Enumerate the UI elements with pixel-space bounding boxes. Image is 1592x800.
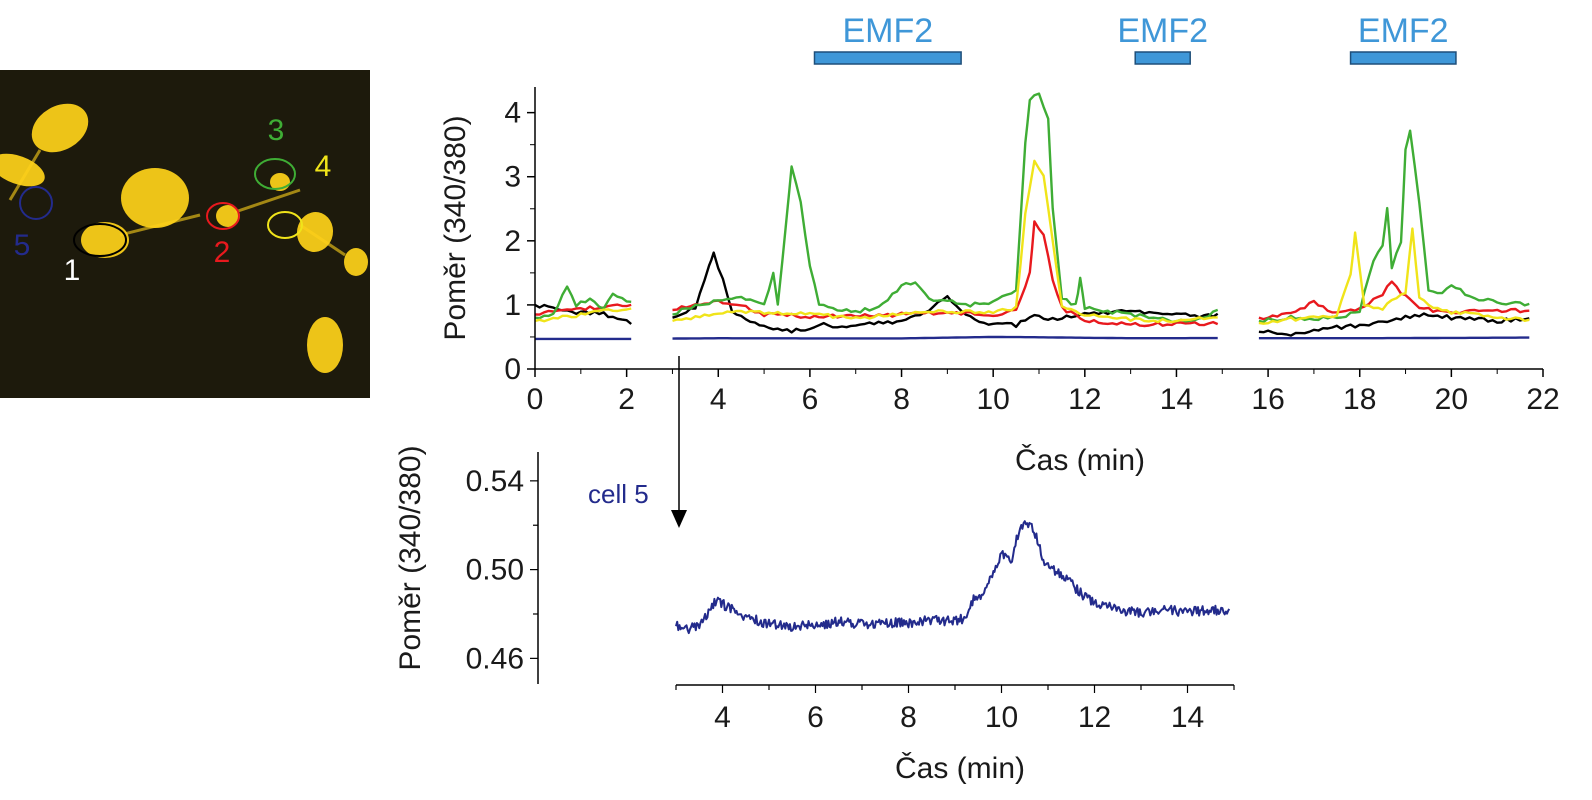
series-line-cell1 <box>672 251 1219 334</box>
inset-x-tick-label: 14 <box>1171 701 1204 734</box>
emf-bar <box>1349 51 1457 65</box>
x-tick-label: 12 <box>1068 383 1101 416</box>
roi-circle <box>267 211 303 239</box>
roi-circle <box>254 158 296 190</box>
x-tick-label: 0 <box>527 383 544 416</box>
series-line-cell3 <box>1258 129 1530 324</box>
roi-circle <box>73 223 127 257</box>
y-tick-label: 0 <box>504 353 521 386</box>
series-cell4 <box>534 159 1530 325</box>
cell-label-4: 4 <box>315 150 332 183</box>
neurite <box>8 149 42 201</box>
neurite <box>234 188 301 214</box>
y-tick-label: 1 <box>504 289 521 322</box>
emf-label: EMF2 <box>1117 12 1208 50</box>
inset-y-tick-label: 0.50 <box>466 554 524 587</box>
inset-x-tick-label: 6 <box>807 701 824 734</box>
emf-label: EMF2 <box>1358 12 1449 50</box>
cell-label-5: 5 <box>14 229 31 262</box>
x-tick-label: 20 <box>1435 383 1468 416</box>
series-line-cell5 <box>672 335 1218 340</box>
cell-body <box>344 248 368 276</box>
x-tick-label: 22 <box>1526 383 1559 416</box>
roi-circle <box>19 186 53 220</box>
x-tick-label: 4 <box>710 383 727 416</box>
series-cell5 <box>535 335 1530 341</box>
inset-y-tick-label: 0.54 <box>466 465 524 498</box>
fluorescence-micrograph: 1 2 34 5 <box>0 70 370 398</box>
series-cell1 <box>534 251 1530 337</box>
cell-body <box>216 205 240 227</box>
cell-label-1: 1 <box>64 254 81 287</box>
inset-axes: 4 6 8 10 12 14 0.46 0.50 0.54 <box>466 452 1235 734</box>
series-line-cell4 <box>534 307 632 323</box>
series-group <box>534 92 1530 341</box>
series-line-cell4 <box>1258 227 1530 325</box>
y-tick-label: 4 <box>504 97 521 130</box>
cell-body <box>81 222 129 258</box>
y-tick-label: 2 <box>504 225 521 258</box>
inset-x-tick-label: 4 <box>714 701 731 734</box>
micrograph-labels: 1 2 34 5 <box>14 114 332 287</box>
series-line-cell2 <box>1258 280 1530 321</box>
series-line-cell1 <box>1258 312 1530 337</box>
y-axis-label: Poměr (340/380) <box>439 115 472 340</box>
x-tick-label: 8 <box>893 383 910 416</box>
inset-x-axis-label: Čas (min) <box>895 751 1025 785</box>
series-line-cell3 <box>672 92 1219 323</box>
x-tick-label: 14 <box>1160 383 1193 416</box>
x-tick-label: 16 <box>1251 383 1284 416</box>
emf-annotations: EMF2 EMF2 EMF2 <box>813 12 1457 65</box>
x-axis-label: Čas (min) <box>1015 443 1145 477</box>
inset-y-tick-label: 0.46 <box>466 642 524 675</box>
emf-label: EMF2 <box>842 12 933 50</box>
series-cell3 <box>534 92 1530 324</box>
x-tick-label: 6 <box>802 383 819 416</box>
inset-x-tick-label: 12 <box>1078 701 1111 734</box>
series-line-cell4 <box>672 159 1218 324</box>
cell-annotation: cell 5 <box>588 479 649 509</box>
cell-body <box>31 103 89 153</box>
roi-circle <box>206 202 240 230</box>
micrograph-rois <box>19 158 303 257</box>
emf-bar <box>813 51 962 65</box>
neurite <box>299 223 346 257</box>
x-tick-label: 18 <box>1343 383 1376 416</box>
series-line-cell2 <box>534 303 632 316</box>
cell-label-3: 3 <box>268 114 285 147</box>
arrow-head <box>671 510 687 528</box>
emf-bar <box>1134 51 1191 65</box>
series-line-cell1 <box>534 303 632 325</box>
x-tick-label: 2 <box>618 383 635 416</box>
neurite <box>119 213 201 237</box>
x-tick-label: 10 <box>976 383 1009 416</box>
micrograph-cells <box>0 103 368 373</box>
cell-body <box>121 168 189 228</box>
cell-body <box>307 317 343 373</box>
chart-inset: cell 5 4 6 8 10 12 14 0.46 0.50 0.54 Čas (min) P… <box>394 356 1235 785</box>
series-line-cell3 <box>534 285 632 320</box>
inset-x-tick-label: 8 <box>900 701 917 734</box>
inset-x-tick-label: 10 <box>985 701 1018 734</box>
cell-label-2: 2 <box>214 236 231 269</box>
inset-series-group <box>675 520 1231 635</box>
inset-y-axis-label: Poměr (340/380) <box>394 445 427 670</box>
series-cell2 <box>534 220 1530 328</box>
y-tick-label: 3 <box>504 161 521 194</box>
inset-series-line-cell5 <box>675 520 1231 635</box>
series-line-cell5 <box>1258 336 1530 340</box>
